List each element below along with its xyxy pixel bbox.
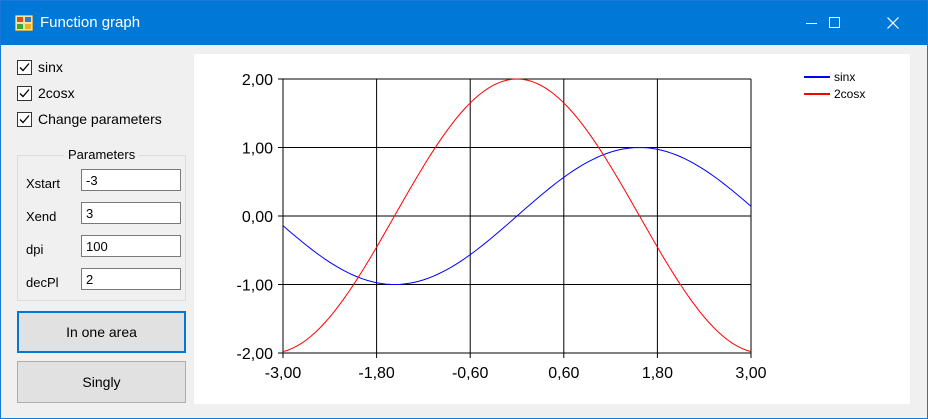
decpl-label: decPl — [26, 275, 59, 290]
x-tick-label: -3,00 — [265, 365, 302, 382]
xstart-input[interactable] — [81, 169, 181, 191]
series-line-2cosx — [282, 78, 752, 353]
close-button[interactable] — [870, 1, 916, 45]
checkbox-box[interactable] — [17, 111, 32, 127]
xstart-label: Xstart — [26, 176, 60, 191]
in-one-area-button[interactable]: In one area — [17, 311, 186, 353]
window-title: Function graph — [40, 14, 141, 31]
series-lines — [282, 78, 752, 353]
change-parameters-label: Change parameters — [38, 111, 162, 127]
x-tick-label: -0,60 — [452, 365, 489, 382]
checkmark-icon — [19, 114, 30, 123]
function-chart: 2,00 1,00 0,00 -1,00 -2,00 -3,00 -1,80 -0,60 0,… — [237, 70, 866, 382]
decpl-input[interactable] — [81, 268, 181, 290]
x-tick-label: -1,80 — [358, 365, 395, 382]
parameters-group: Parameters Xstart Xend dpi decPl — [17, 147, 186, 301]
y-tick-label: 0,00 — [242, 209, 273, 226]
minimize-icon — [806, 23, 817, 24]
sinx-label: sinx — [38, 59, 63, 75]
maximize-button[interactable] — [812, 1, 858, 45]
maximize-icon — [829, 17, 840, 28]
checkmark-icon — [19, 88, 30, 97]
cosx-label: 2cosx — [38, 85, 75, 101]
parameters-group-title: Parameters — [64, 147, 140, 162]
sinx-checkbox[interactable]: sinx — [17, 58, 63, 76]
y-tick-label: -1,00 — [237, 278, 274, 295]
minimize-button[interactable] — [789, 1, 835, 45]
cosx-checkbox[interactable]: 2cosx — [17, 84, 75, 102]
x-tick-labels: -3,00 -1,80 -0,60 0,60 1,80 3,00 — [265, 365, 767, 382]
checkmark-icon — [19, 62, 30, 71]
y-tick-label: 1,00 — [242, 141, 273, 158]
legend-label: 2cosx — [834, 87, 865, 101]
x-tick-label: 3,00 — [735, 365, 766, 382]
dpi-label: dpi — [26, 242, 44, 257]
legend: sinx 2cosx — [804, 70, 865, 101]
y-tick-label: -2,00 — [237, 346, 274, 363]
singly-button[interactable]: Singly — [17, 361, 186, 403]
client-area: sinx 2cosx Change parameters Parameters … — [1, 45, 927, 418]
close-icon — [887, 17, 899, 29]
dpi-input[interactable] — [81, 235, 181, 257]
checkbox-box[interactable] — [17, 85, 32, 101]
change-parameters-checkbox[interactable]: Change parameters — [17, 110, 162, 128]
x-tick-label: 0,60 — [548, 365, 579, 382]
xend-input[interactable] — [81, 202, 181, 224]
chart-panel: 2,00 1,00 0,00 -1,00 -2,00 -3,00 -1,80 -0,60 0,… — [194, 54, 910, 404]
xend-label: Xend — [26, 209, 57, 224]
x-tick-label: 1,80 — [642, 365, 673, 382]
y-tick-label: 2,00 — [242, 72, 273, 89]
y-tick-labels: 2,00 1,00 0,00 -1,00 -2,00 — [237, 72, 274, 363]
legend-label: sinx — [834, 70, 855, 84]
title-bar[interactable]: Function graph — [1, 1, 927, 45]
checkbox-box[interactable] — [17, 59, 32, 75]
series-line-sinx — [282, 146, 752, 286]
app-icon — [15, 15, 33, 31]
